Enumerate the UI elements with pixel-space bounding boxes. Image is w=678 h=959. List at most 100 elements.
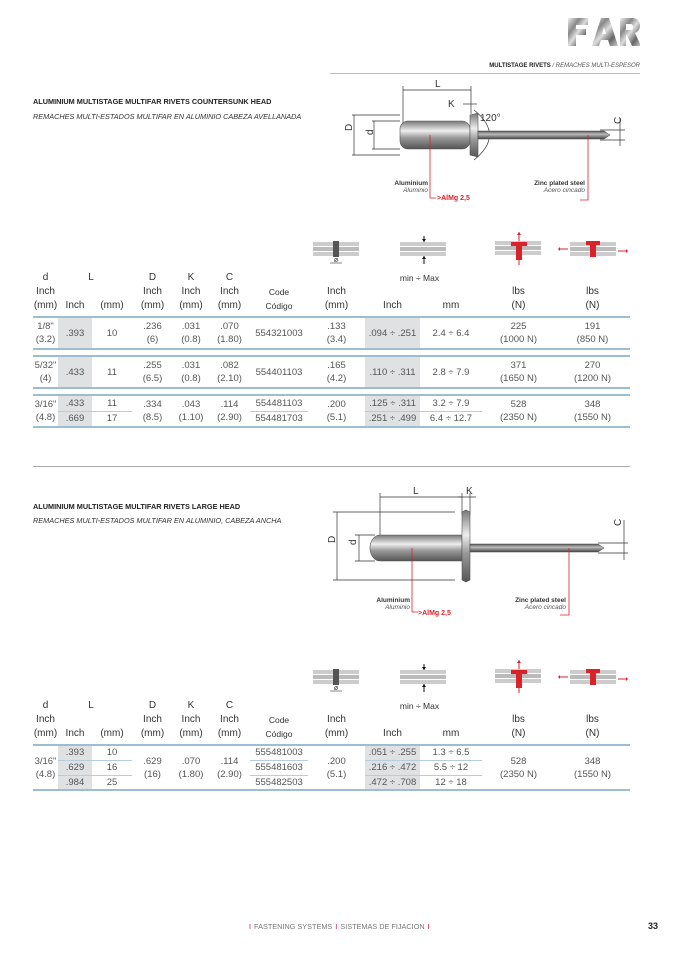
cell-tensile: (2350 N) [500, 768, 537, 780]
cell-K: (1.10) [178, 412, 204, 423]
cell-hole: .200 [327, 399, 346, 410]
cell-K: .031 [181, 321, 201, 332]
cell-K: (0.8) [181, 373, 201, 384]
cell-D: (6) [146, 334, 159, 345]
cell-grip-mm: 1.3 ÷ 6.5 [432, 747, 470, 759]
col-grip-mm-header: mm [442, 728, 460, 739]
cell-L-mm: 17 [92, 410, 132, 427]
cell-C: .114 [220, 755, 239, 767]
cell-shear: (1550 N) [574, 412, 611, 423]
cell-K: .031 [181, 360, 201, 371]
cell-shear: 348 [584, 399, 601, 410]
hole-diameter-icon: ø [312, 241, 359, 264]
cell-L-mm: 16 [92, 759, 132, 775]
col-d-header: Inch [36, 714, 55, 725]
cell-grip-inch: .051 ÷ .255 [365, 745, 420, 760]
col-K-header: (mm) [179, 300, 203, 311]
col-hole-header: Inch [327, 714, 346, 725]
alloy-label: >AlMg 2,5 [437, 195, 470, 202]
cell-tensile: (1000 N) [500, 334, 537, 345]
section-divider [33, 466, 630, 467]
cell-hole: (5.1) [326, 768, 347, 780]
table-row: 3/16" (4.8) .433 11 .334 (8.5) .043 (1.10) .114 (… [33, 395, 630, 423]
dim-L-label: L [413, 486, 419, 497]
col-L-mm-header: (mm) [100, 728, 124, 739]
dim-C-label: C [613, 519, 624, 526]
cell-D: (16) [144, 768, 161, 780]
cell-shear: 348 [584, 755, 601, 767]
col-K-header: K [187, 700, 195, 711]
cell-grip-inch: .125 ÷ .311 [365, 395, 420, 411]
cell-hole: .133 [327, 321, 346, 332]
dim-K-label: K [466, 486, 473, 497]
cell-hole: (5.1) [326, 412, 347, 423]
cell-K: .070 [181, 755, 201, 767]
section-header-es: / REMACHES MULTI-ESPESOR [552, 63, 640, 69]
cell-tensile: 528 [510, 399, 527, 410]
col-C-header: Inch [220, 286, 239, 297]
table-row: .984 25 555482503 .472 ÷ .708 12 ÷ 18 [33, 774, 630, 790]
col-shear-header: (N) [585, 728, 600, 739]
col-shear-header: lbs [586, 286, 599, 297]
hole-symbol: ø [333, 685, 338, 692]
cell-code: 554481703 [250, 410, 308, 427]
rivet-size-group: 3/16" (4.8) .433 11 .334 (8.5) .043 (1.10) .114 (… [33, 394, 630, 428]
col-L-header: L [88, 272, 94, 283]
section1-title: ALUMINIUM MULTISTAGE MULTIFAR RIVETS COU… [33, 97, 272, 106]
footer-separator: I [335, 922, 338, 931]
cell-hole: (3.4) [326, 334, 347, 345]
col-L-inch-header: Inch [65, 300, 85, 311]
mandrel-material-label: Zinc plated steel [515, 597, 566, 604]
cell-D: .334 [143, 399, 162, 410]
cell-grip-inch: .110 ÷ .311 [365, 356, 420, 388]
cell-K: (0.8) [181, 334, 201, 345]
cell-tensile: 528 [510, 755, 527, 767]
col-C-header: (mm) [217, 728, 242, 739]
mandrel-material-es-label: Acero cincado [543, 187, 586, 194]
cell-K: (1.80) [178, 768, 204, 780]
cell-hole: .165 [327, 360, 346, 371]
cell-L-mm: 11 [107, 397, 117, 409]
cell-D: (8.5) [142, 412, 163, 423]
col-D-header: D [148, 700, 157, 711]
col-d-header: (mm) [33, 728, 58, 739]
shear-strength-icon [557, 669, 628, 685]
cell-tensile: (2350 N) [500, 412, 537, 423]
cell-code: 555481603 [250, 759, 308, 775]
cell-C: (2.90) [217, 412, 242, 423]
col-d-header: Inch [36, 286, 55, 297]
dim-D-label: D [344, 124, 355, 131]
cell-L-mm: 10 [106, 327, 118, 339]
body-material-es-label: Aluminio [384, 604, 410, 611]
col-D-header: (mm) [140, 728, 165, 739]
col-C-header: (mm) [217, 300, 242, 311]
hole-symbol: ø [333, 257, 338, 264]
cell-d: (3.2) [35, 334, 56, 345]
cell-C: (2.10) [217, 373, 242, 384]
cell-tensile: (1650 N) [500, 373, 537, 384]
rivet-size-group: 1/8" (3.2) .393 10 .236 (6) .031 (0.8) .070 (1.80… [33, 316, 630, 350]
large-head-rivets-table: ø d Inch (mm) L Inch (mm) D Inch (mm) K Inch (mm) C I… [33, 660, 630, 791]
shear-strength-icon [557, 241, 628, 257]
far-logo [568, 18, 640, 46]
section2-title: ALUMINIUM MULTISTAGE MULTIFAR RIVETS LAR… [33, 502, 241, 511]
col-C-header: C [225, 272, 234, 283]
cell-C: .082 [220, 360, 239, 371]
col-K-header: (mm) [179, 728, 203, 739]
cell-shear: 191 [584, 321, 601, 332]
col-hole-header: (mm) [324, 728, 349, 739]
dim-K-label: K [448, 99, 455, 110]
col-tensile-header: (N) [511, 728, 526, 739]
col-hole-header: Inch [327, 286, 346, 297]
tensile-strength-icon [494, 660, 541, 693]
col-code-header: Código [265, 301, 293, 311]
footer-separator: I [249, 922, 252, 931]
cell-L-inch: .669 [58, 410, 92, 427]
col-D-header: D [148, 272, 157, 283]
cell-shear: 270 [584, 360, 601, 371]
col-grip-header: min ÷ Max [399, 273, 440, 283]
body-material-es-label: Aluminio [402, 187, 428, 194]
cell-grip-mm: 12 ÷ 18 [420, 774, 482, 790]
col-tensile-header: (N) [511, 300, 526, 311]
rivet-size-group: 5/32" (4) .433 11 .255 (6.5) .031 (0.8) .082 (2.1… [33, 355, 630, 389]
